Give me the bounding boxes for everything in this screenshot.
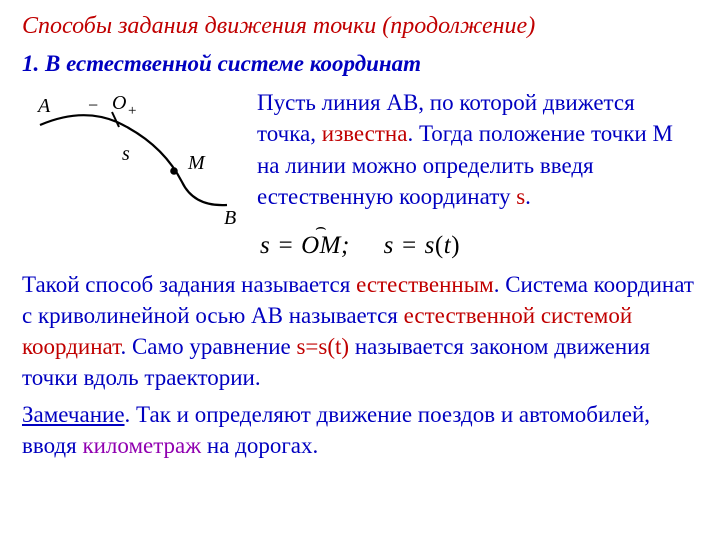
label-A: A — [36, 95, 51, 117]
eq-s2: s — [384, 232, 394, 259]
note-label: Замечание — [22, 402, 125, 427]
eq-eq1: = — [270, 232, 301, 259]
section-heading: 1. В естественной системе координат — [22, 48, 698, 79]
label-minus: − — [88, 95, 98, 115]
p1-s: s — [516, 184, 525, 209]
label-B: B — [224, 207, 236, 227]
eq-pc: ) — [451, 232, 460, 259]
p2-t3: . Само уравнение — [120, 334, 296, 359]
note-km: километраж — [82, 433, 201, 458]
p1-t3: . — [525, 184, 531, 209]
eq-s3: s — [425, 232, 435, 259]
p2-sst: s=s(t) — [296, 334, 349, 359]
page-title: Способы задания движения точки (продолже… — [22, 10, 698, 42]
label-M: M — [187, 152, 206, 174]
note-t2: на дорогах. — [201, 433, 318, 458]
eq-po: ( — [435, 232, 444, 259]
note-paragraph: Замечание. Так и определяют движение пое… — [22, 399, 698, 461]
p2-natural: естественным — [356, 272, 494, 297]
label-O: O — [112, 92, 126, 114]
label-s: s — [122, 143, 130, 165]
eq-eq2: = — [394, 232, 425, 259]
paragraph-1: Пусть линия АВ, по которой движется точк… — [257, 87, 698, 227]
eq-mid: ; — [341, 232, 384, 259]
equation: s = OM; s = s(t) — [22, 229, 698, 263]
p2-t1: Такой способ задания называется — [22, 272, 356, 297]
eq-s: s — [260, 232, 270, 259]
paragraph-2: Такой способ задания называется естестве… — [22, 269, 698, 393]
top-row: A − O + s M B Пусть линия АВ, по которой… — [22, 87, 698, 227]
p1-known: известна — [322, 121, 408, 146]
curve-diagram: A − O + s M B — [22, 87, 247, 227]
eq-OM: OM — [301, 229, 341, 263]
label-plus: + — [128, 103, 136, 119]
